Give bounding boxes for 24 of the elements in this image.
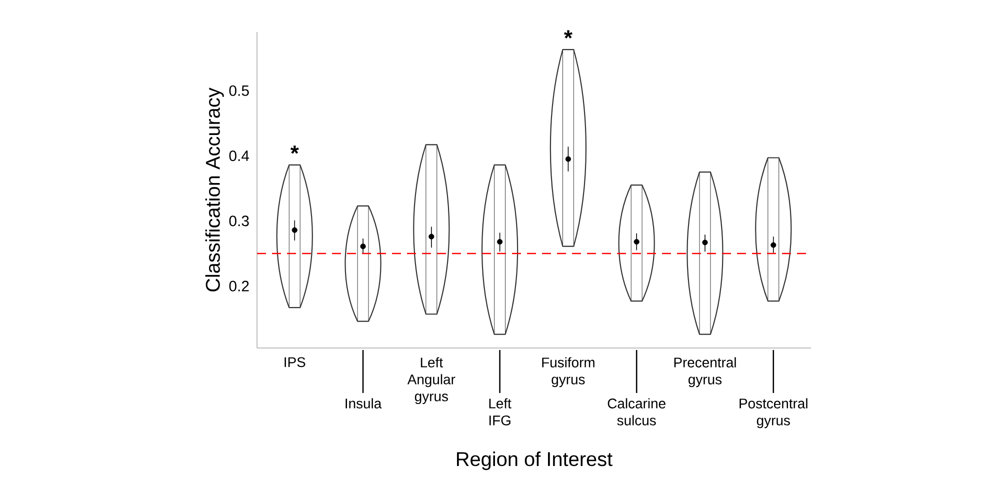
point — [565, 156, 571, 162]
x-tick-label: Insula — [346, 398, 382, 408]
point — [770, 242, 776, 248]
x-tick-label: Precentral gyrus — [674, 357, 736, 388]
y-tick-label: 0.3 — [229, 216, 249, 226]
x-tick-label: Postcentral gyrus — [740, 398, 808, 428]
x-axis-title: Region of Interest — [457, 452, 612, 470]
y-tick-label: 0.2 — [229, 280, 249, 292]
point — [634, 239, 640, 245]
x-tick-label: Calcarine sulcus — [608, 398, 666, 426]
x-tick-label: Left Angular gyrus — [407, 357, 456, 404]
x-tick-label: Fusiform gyrus — [542, 357, 594, 388]
point — [497, 239, 503, 245]
y-tick-label: 0.5 — [229, 85, 249, 96]
point — [360, 244, 366, 250]
annotation: * — [290, 146, 299, 154]
y-axis-title: Classification Accuracy — [205, 88, 224, 292]
x-tick-label: IPS — [284, 357, 306, 368]
x-tick-label: Left IFG — [489, 398, 512, 426]
y-tick-label: 0.4 — [229, 150, 250, 162]
annotation: * — [564, 30, 572, 38]
point — [428, 234, 434, 240]
point — [702, 240, 708, 246]
point — [292, 227, 298, 233]
